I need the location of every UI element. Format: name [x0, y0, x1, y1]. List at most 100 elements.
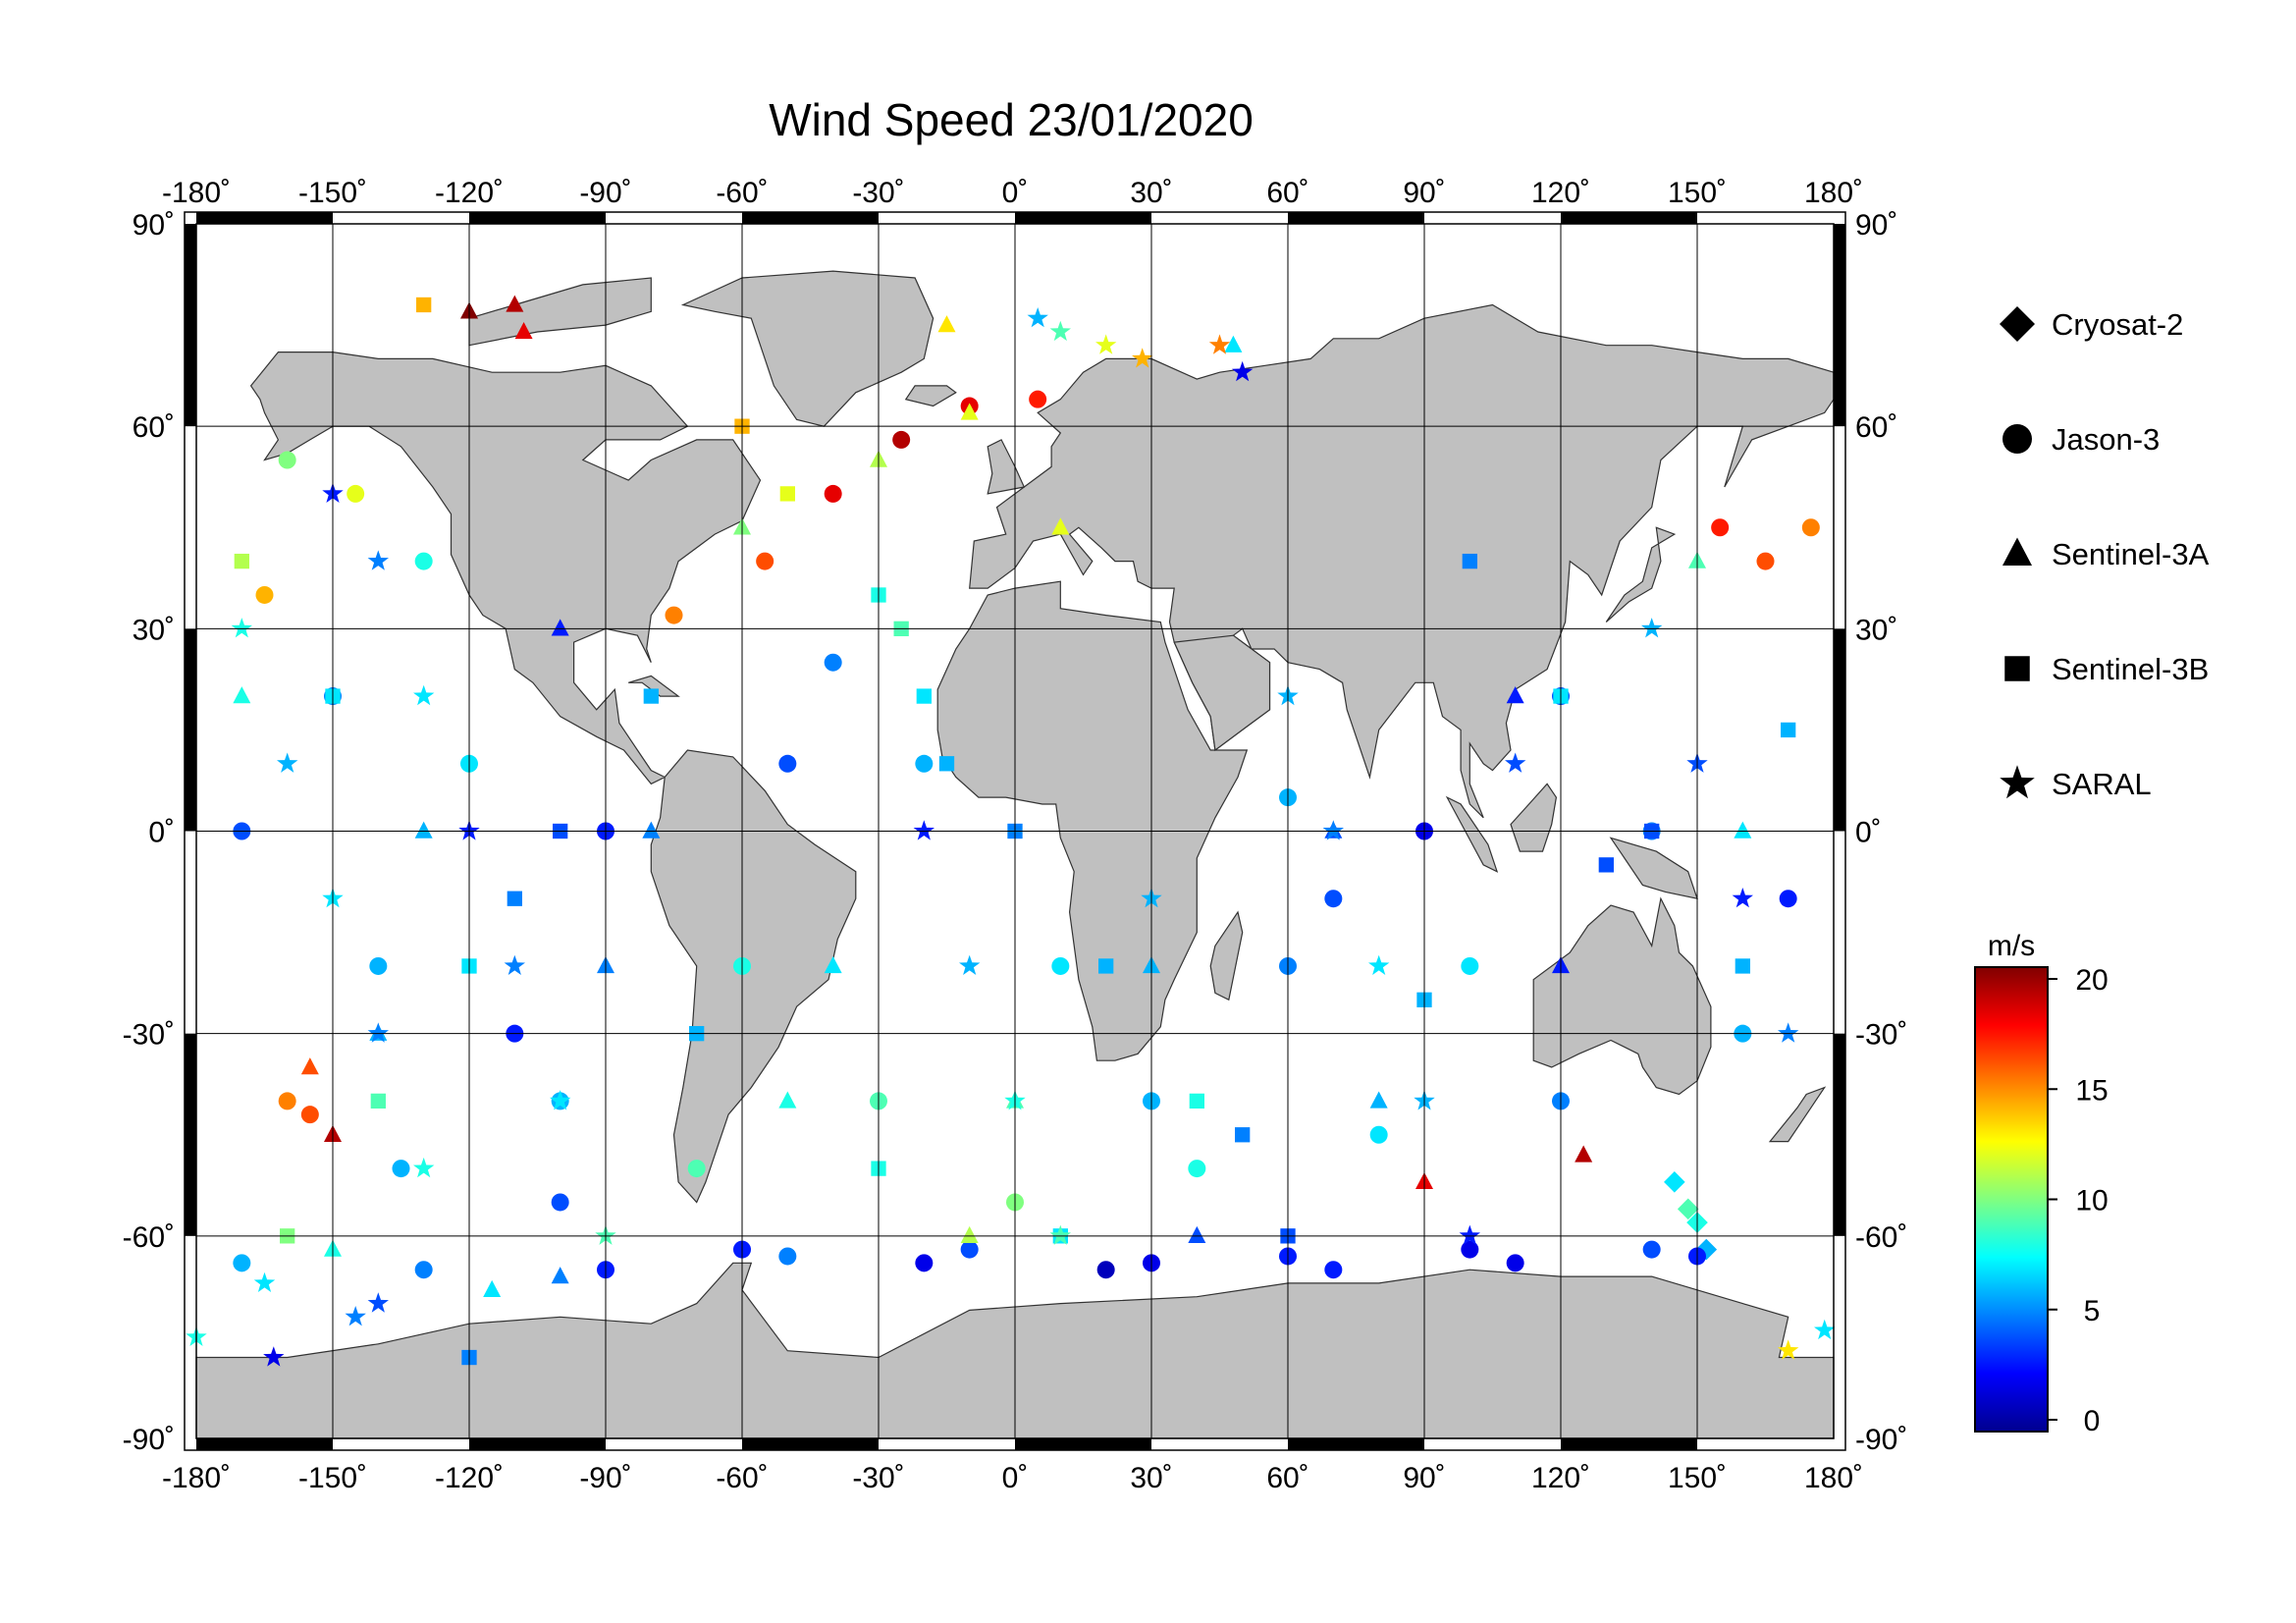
point-jason-3	[824, 484, 842, 503]
point-saral	[1778, 1022, 1799, 1043]
point-jason-3	[892, 430, 911, 449]
lat-tick-label-left: 0˚	[148, 817, 175, 849]
frame-bar-right	[1834, 628, 1845, 832]
legend-label-jason-3: Jason-3	[2052, 422, 2160, 457]
land-japan	[1605, 526, 1677, 622]
lon-tick-label-bottom: -120˚	[435, 1462, 504, 1494]
point-jason-3	[1642, 1240, 1661, 1259]
lon-tick-label-top: -30˚	[852, 177, 904, 209]
lon-tick-label-bottom: -90˚	[579, 1462, 631, 1494]
lon-tick-label-bottom: -60˚	[716, 1462, 768, 1494]
legend-label-saral: SARAL	[2052, 767, 2152, 801]
colorbar-tick-label: 5	[2084, 1295, 2101, 1327]
frame-bar-bottom	[196, 1438, 333, 1450]
lat-tick-label-right: 30˚	[1855, 614, 1897, 646]
lat-tick-label-right: -30˚	[1855, 1019, 1907, 1052]
lat-tick-label-right: 0˚	[1855, 817, 1882, 849]
frame-bar-right	[1834, 224, 1845, 427]
lat-tick-label-right: 90˚	[1855, 209, 1897, 242]
land-greenland	[680, 270, 934, 427]
legend-label-cryosat-2: Cryosat-2	[2052, 307, 2183, 342]
colorbar-tick-label: 15	[2075, 1074, 2108, 1107]
point-sentinel-3a	[1506, 686, 1524, 704]
point-sentinel-3a	[960, 403, 979, 420]
point-jason-3	[1369, 1125, 1388, 1144]
point-saral	[253, 1271, 276, 1292]
legend-label-sentinel-3b: Sentinel-3B	[2052, 652, 2209, 686]
point-jason-3	[1801, 518, 1820, 537]
point-jason-3	[1051, 956, 1070, 975]
point-cryosat-2	[1664, 1171, 1685, 1193]
point-jason-3	[1096, 1261, 1115, 1279]
point-jason-3	[915, 1254, 934, 1272]
point-jason-3	[824, 653, 842, 672]
point-saral	[1049, 1224, 1071, 1245]
satellite-legend: Cryosat-2 Jason-3 Sentinel-3A Sentinel-3B SA…	[2000, 306, 2210, 801]
point-jason-3	[687, 1160, 706, 1178]
point-sentinel-3b	[1462, 553, 1477, 569]
point-sentinel-3a	[233, 686, 251, 704]
point-sentinel-3a	[300, 1057, 319, 1075]
point-jason-3	[1188, 1160, 1206, 1178]
frame-bar-bottom	[742, 1438, 879, 1450]
frame-bar-top	[196, 212, 333, 224]
legend-symbol-sentinel-3a	[2002, 537, 2032, 566]
point-jason-3	[300, 1106, 319, 1124]
point-sentinel-3a	[506, 295, 524, 312]
point-saral	[1232, 360, 1254, 382]
point-saral	[959, 954, 981, 975]
lat-tick-label-left: -60˚	[123, 1221, 175, 1254]
lon-tick-label-top: 120˚	[1531, 177, 1590, 209]
land-borneo	[1510, 783, 1558, 852]
point-jason-3	[778, 1247, 797, 1266]
lat-tick-label-left: 60˚	[133, 411, 175, 444]
point-saral	[1641, 618, 1663, 638]
lon-tick-label-bottom: 180˚	[1804, 1462, 1863, 1494]
lat-tick-label-left: 90˚	[133, 209, 175, 242]
lon-tick-label-bottom: 0˚	[1002, 1462, 1029, 1494]
point-saral	[367, 550, 389, 570]
point-cryosat-2	[1677, 1198, 1699, 1220]
land-australia	[1532, 896, 1712, 1096]
lat-tick-label-right: -90˚	[1855, 1424, 1907, 1456]
point-sentinel-3b	[938, 756, 955, 772]
frame-bar-top	[1288, 212, 1424, 224]
colorbar-ticks: 20 15 10 5 0	[2048, 964, 2109, 1437]
lon-tick-label-top: -120˚	[435, 177, 504, 209]
lon-tick-label-top: 0˚	[1002, 177, 1029, 209]
lon-tick-label-top: -90˚	[579, 177, 631, 209]
point-jason-3	[1324, 1261, 1343, 1279]
point-jason-3	[1461, 1240, 1479, 1259]
colorbar-unit: m/s	[1988, 930, 2035, 962]
point-saral	[1322, 820, 1344, 840]
point-sentinel-3a	[551, 619, 569, 636]
colorbar-tick-label: 10	[2075, 1185, 2108, 1217]
lon-tick-label-top: 90˚	[1403, 177, 1445, 209]
point-saral	[1368, 954, 1390, 975]
point-sentinel-3a	[1224, 335, 1243, 352]
lon-tick-label-bottom: 90˚	[1403, 1462, 1445, 1494]
land-new-guinea	[1609, 837, 1698, 900]
point-saral	[1505, 752, 1526, 773]
point-saral	[413, 684, 435, 706]
point-jason-3	[369, 956, 388, 975]
point-jason-3	[278, 451, 296, 469]
lon-tick-label-top: 60˚	[1266, 177, 1308, 209]
lon-tick-label-bottom: 150˚	[1668, 1462, 1727, 1494]
point-sentinel-3b	[643, 688, 659, 704]
lat-tick-label-right: 60˚	[1855, 411, 1897, 444]
point-saral	[504, 954, 525, 975]
legend-label-sentinel-3a: Sentinel-3A	[2052, 537, 2210, 571]
point-jason-3	[1029, 390, 1047, 408]
graticule	[196, 224, 1834, 1438]
legend-symbol-cryosat-2	[2000, 306, 2035, 342]
point-sentinel-3b	[1235, 1127, 1251, 1143]
land-new-zealand	[1768, 1086, 1827, 1143]
point-jason-3	[1711, 518, 1730, 537]
point-sentinel-3b	[779, 486, 795, 502]
point-sentinel-3a	[514, 322, 533, 340]
point-sentinel-3a	[414, 821, 433, 839]
point-jason-3	[1779, 890, 1797, 908]
point-saral	[1732, 888, 1753, 908]
